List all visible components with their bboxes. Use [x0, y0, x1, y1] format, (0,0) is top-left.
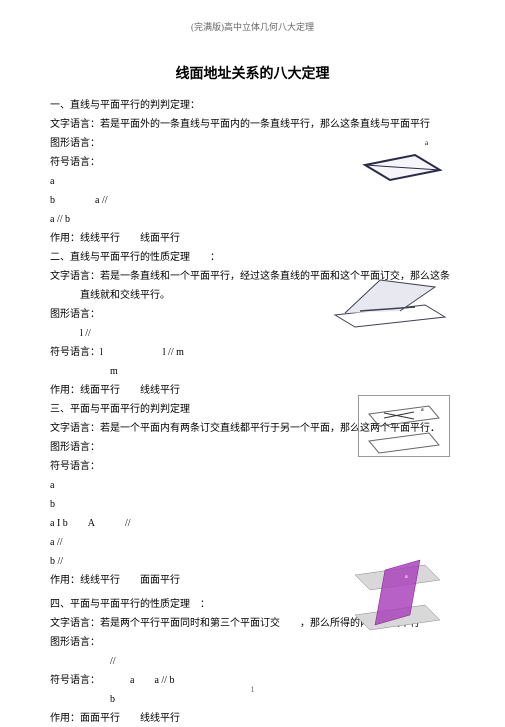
sec4-s1: //	[50, 654, 455, 670]
sec4-s4: b	[50, 692, 455, 708]
figure-1: a	[350, 130, 450, 190]
svg-text:a: a	[425, 139, 429, 147]
sec1-s2: ba //	[50, 193, 455, 209]
page-header: (完满版)高中立体几何八大定理	[50, 20, 455, 33]
figure-2	[330, 275, 450, 330]
sec2-s3: m	[50, 364, 455, 380]
sec3-s1: a	[50, 478, 455, 494]
page-number: 1	[0, 685, 505, 694]
sec1-s4: a // b	[50, 212, 455, 228]
svg-text:a: a	[421, 407, 424, 413]
doc-title: 线面地址关系的八大定理	[50, 63, 455, 83]
sec2-p2s2: 符号语言：ll // m	[50, 345, 455, 361]
sec3-s3: a I bA//	[50, 516, 455, 532]
sec3-p2: 符号语言：	[50, 459, 455, 475]
sec3-s6: a //	[50, 535, 455, 551]
svg-text:a: a	[405, 574, 408, 580]
sec2-heading: 二、直线与平面平行的性质定理 ：	[50, 250, 455, 266]
sec3-s2: b	[50, 497, 455, 513]
sec1-heading: 一、直线与平面平行的判判定理：	[50, 98, 455, 114]
figure-3: a	[358, 395, 450, 457]
sec4-usage: 作用：面面平行 线线平行	[50, 711, 455, 727]
sec4-p1: 图形语言：	[50, 635, 455, 651]
sec1-usage: 作用：线线平行 线面平行	[50, 231, 455, 247]
figure-4: a	[350, 550, 450, 635]
